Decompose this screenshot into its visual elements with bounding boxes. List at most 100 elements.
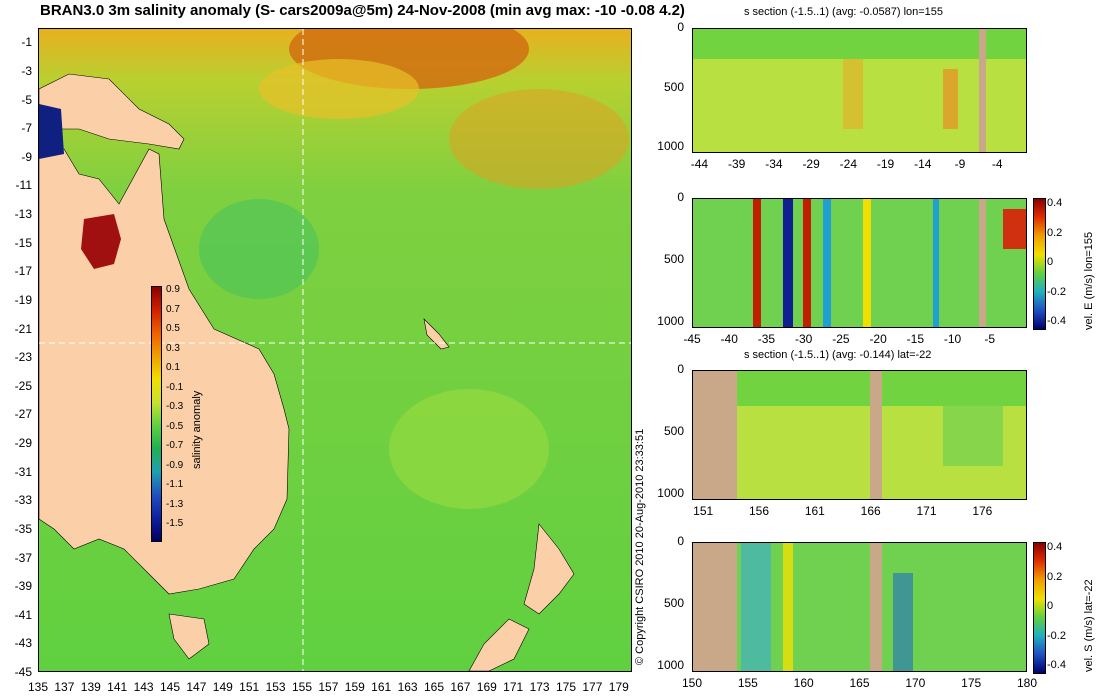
panel2-x-tick-label: -15 xyxy=(906,332,924,346)
map-colorbar-tick-label: 0.3 xyxy=(166,342,180,354)
panel1-x-tick-label: -14 xyxy=(914,157,932,171)
panel2-x-tick-label: -35 xyxy=(757,332,776,346)
p4-c-label: 0.2 xyxy=(1047,570,1063,583)
p4-c-label: 0 xyxy=(1047,600,1054,612)
panel4-x-tick-label: 170 xyxy=(905,676,926,690)
p4-c-label: -0.2 xyxy=(1047,629,1066,642)
map-y-tick-label: -15 xyxy=(14,235,32,250)
panel1-x-tick-label: -9 xyxy=(954,157,966,171)
p2-c-label: 0 xyxy=(1047,256,1054,268)
panel3-land xyxy=(693,371,737,499)
map-y-tick-label: -29 xyxy=(14,436,32,451)
map-y-tick-label: -25 xyxy=(14,378,32,393)
panel1-title: s section (-1.5..1) (avg: -0.0587) lon=1… xyxy=(744,6,944,18)
panel4-blue-band xyxy=(893,573,913,671)
p2-c-label: 0.4 xyxy=(1047,197,1063,209)
panel2-red-band-2 xyxy=(803,199,811,327)
panel4-heatmap xyxy=(693,543,1026,671)
coral-sea-patch xyxy=(259,59,419,119)
map-y-tick-label: -9 xyxy=(21,149,32,164)
map-y-tick-label: -3 xyxy=(21,63,32,78)
map-x-tick-label: 139 xyxy=(80,680,101,694)
panel2-plot xyxy=(692,198,1027,328)
panel4-x-tick-label: 155 xyxy=(737,676,758,690)
panel3-plot xyxy=(692,370,1027,500)
panel4-y-tick-label: 500 xyxy=(663,595,684,610)
map-x-tick-label: 173 xyxy=(529,680,550,694)
map-colorbar-tick-label: 0.9 xyxy=(166,284,180,295)
panel1-y-tick-label: 1000 xyxy=(657,139,684,154)
p2-c-label: -0.4 xyxy=(1047,315,1066,327)
map-colorbar-tick-label: -0.1 xyxy=(166,381,184,393)
panel3-y-tick-label: 1000 xyxy=(657,485,684,500)
panel1-plot xyxy=(692,28,1027,153)
panel1-x-tick-label: -29 xyxy=(802,157,820,171)
panel3-land-column xyxy=(870,371,882,499)
panel3-x-tick-label: 156 xyxy=(748,504,770,518)
map-colorbar-tick-label: -0.5 xyxy=(166,420,184,432)
panel2-x-tick-label: -25 xyxy=(832,332,850,346)
panel2-y-tick-label: 1000 xyxy=(657,313,684,328)
panel3-green-patch xyxy=(943,406,1003,466)
map-y-tick-label: -11 xyxy=(15,178,32,193)
map-colorbar-tick-label: 0.1 xyxy=(166,362,180,373)
map-y-tick-label: -13 xyxy=(14,207,32,222)
copyright-text: © Copyright CSIRO 2010 20-Aug-2010 23:33… xyxy=(634,428,646,665)
panel1-x-tick-label: -19 xyxy=(876,157,895,171)
new-caledonia xyxy=(423,318,450,350)
panel2-x-tick-label: -40 xyxy=(720,332,738,346)
panel3-x-tick-label: 161 xyxy=(804,504,825,518)
panel4-colorbar xyxy=(1033,542,1046,674)
map-x-tick-label: 157 xyxy=(318,680,339,694)
map-x-tick-label: 141 xyxy=(107,680,128,694)
panel2-colorbar xyxy=(1033,198,1046,330)
map-y-tick-label: -27 xyxy=(14,407,32,422)
panel1-x-tick-label: -4 xyxy=(991,157,1003,171)
panel4-plot xyxy=(692,542,1027,672)
map-y-tick-label: -21 xyxy=(14,321,32,336)
north-west-low xyxy=(39,104,64,159)
panel1-land-column xyxy=(979,29,986,152)
nz-north-island xyxy=(523,523,575,615)
map-colorbar-tick-label: -1.3 xyxy=(166,498,184,510)
map-y-tick-label: -31 xyxy=(14,464,32,479)
panel3-x-tick-label: 176 xyxy=(972,504,993,518)
panel4-x-tick-label: 180 xyxy=(1016,676,1038,690)
panel4-x-tick-label: 165 xyxy=(849,676,870,690)
map-y-tick-label: -1 xyxy=(21,35,32,50)
panel2-red-band xyxy=(753,199,761,327)
north-east-anomaly-patch xyxy=(449,89,629,189)
panel1-y-tick-label: 0 xyxy=(677,20,684,34)
map-y-tick-label: -43 xyxy=(14,636,32,651)
panel2-x-tick-label: -10 xyxy=(943,332,962,346)
panel1-surface xyxy=(693,29,1026,59)
panel2-blue-band xyxy=(783,199,793,327)
map-x-tick-label: 155 xyxy=(291,680,313,694)
p2-c-label: 0.2 xyxy=(1047,226,1063,239)
map-x-tick-label: 153 xyxy=(265,680,286,694)
map-x-tick-label: 135 xyxy=(27,680,49,694)
map-x-tick-label: 145 xyxy=(159,680,181,694)
panel1-orange-streak xyxy=(843,59,863,129)
panel2-cyan-band-2 xyxy=(933,199,939,327)
gulf-carpentaria xyxy=(81,214,121,269)
panel4-yellow-band xyxy=(783,543,793,671)
map-x-tick-label: 171 xyxy=(503,680,524,694)
map-x-tick-label: 179 xyxy=(608,680,629,694)
map-colorbar-tick-label: -0.7 xyxy=(166,440,184,451)
panel4-y-tick-label: 0 xyxy=(677,534,684,548)
panel2-east-red xyxy=(1003,209,1026,249)
panel3-x-tick-label: 171 xyxy=(916,504,937,518)
panel4-x-tick-label: 175 xyxy=(961,676,982,690)
panel2-x-tick-label: -5 xyxy=(984,332,996,346)
panel1-x-tick-label: -44 xyxy=(690,157,709,171)
tasmania-landmass xyxy=(168,613,210,660)
map-y-tick-label: -23 xyxy=(14,350,32,365)
map-x-tick-label: 147 xyxy=(186,680,207,694)
map-x-tick-label: 167 xyxy=(450,680,471,694)
map-plot: 0.9 0.7 0.5 0.3 0.1 -0.1 -0.3 -0.5 -0.7 -0.9 -1.1 -… xyxy=(38,28,632,672)
map-y-tick-label: -35 xyxy=(14,521,32,536)
panel2-colorbar-label: vel. E (m/s) lon=155 xyxy=(1083,231,1095,330)
panel1-y-tick-label: 500 xyxy=(663,79,684,94)
map-y-tick-label: -7 xyxy=(21,121,32,136)
